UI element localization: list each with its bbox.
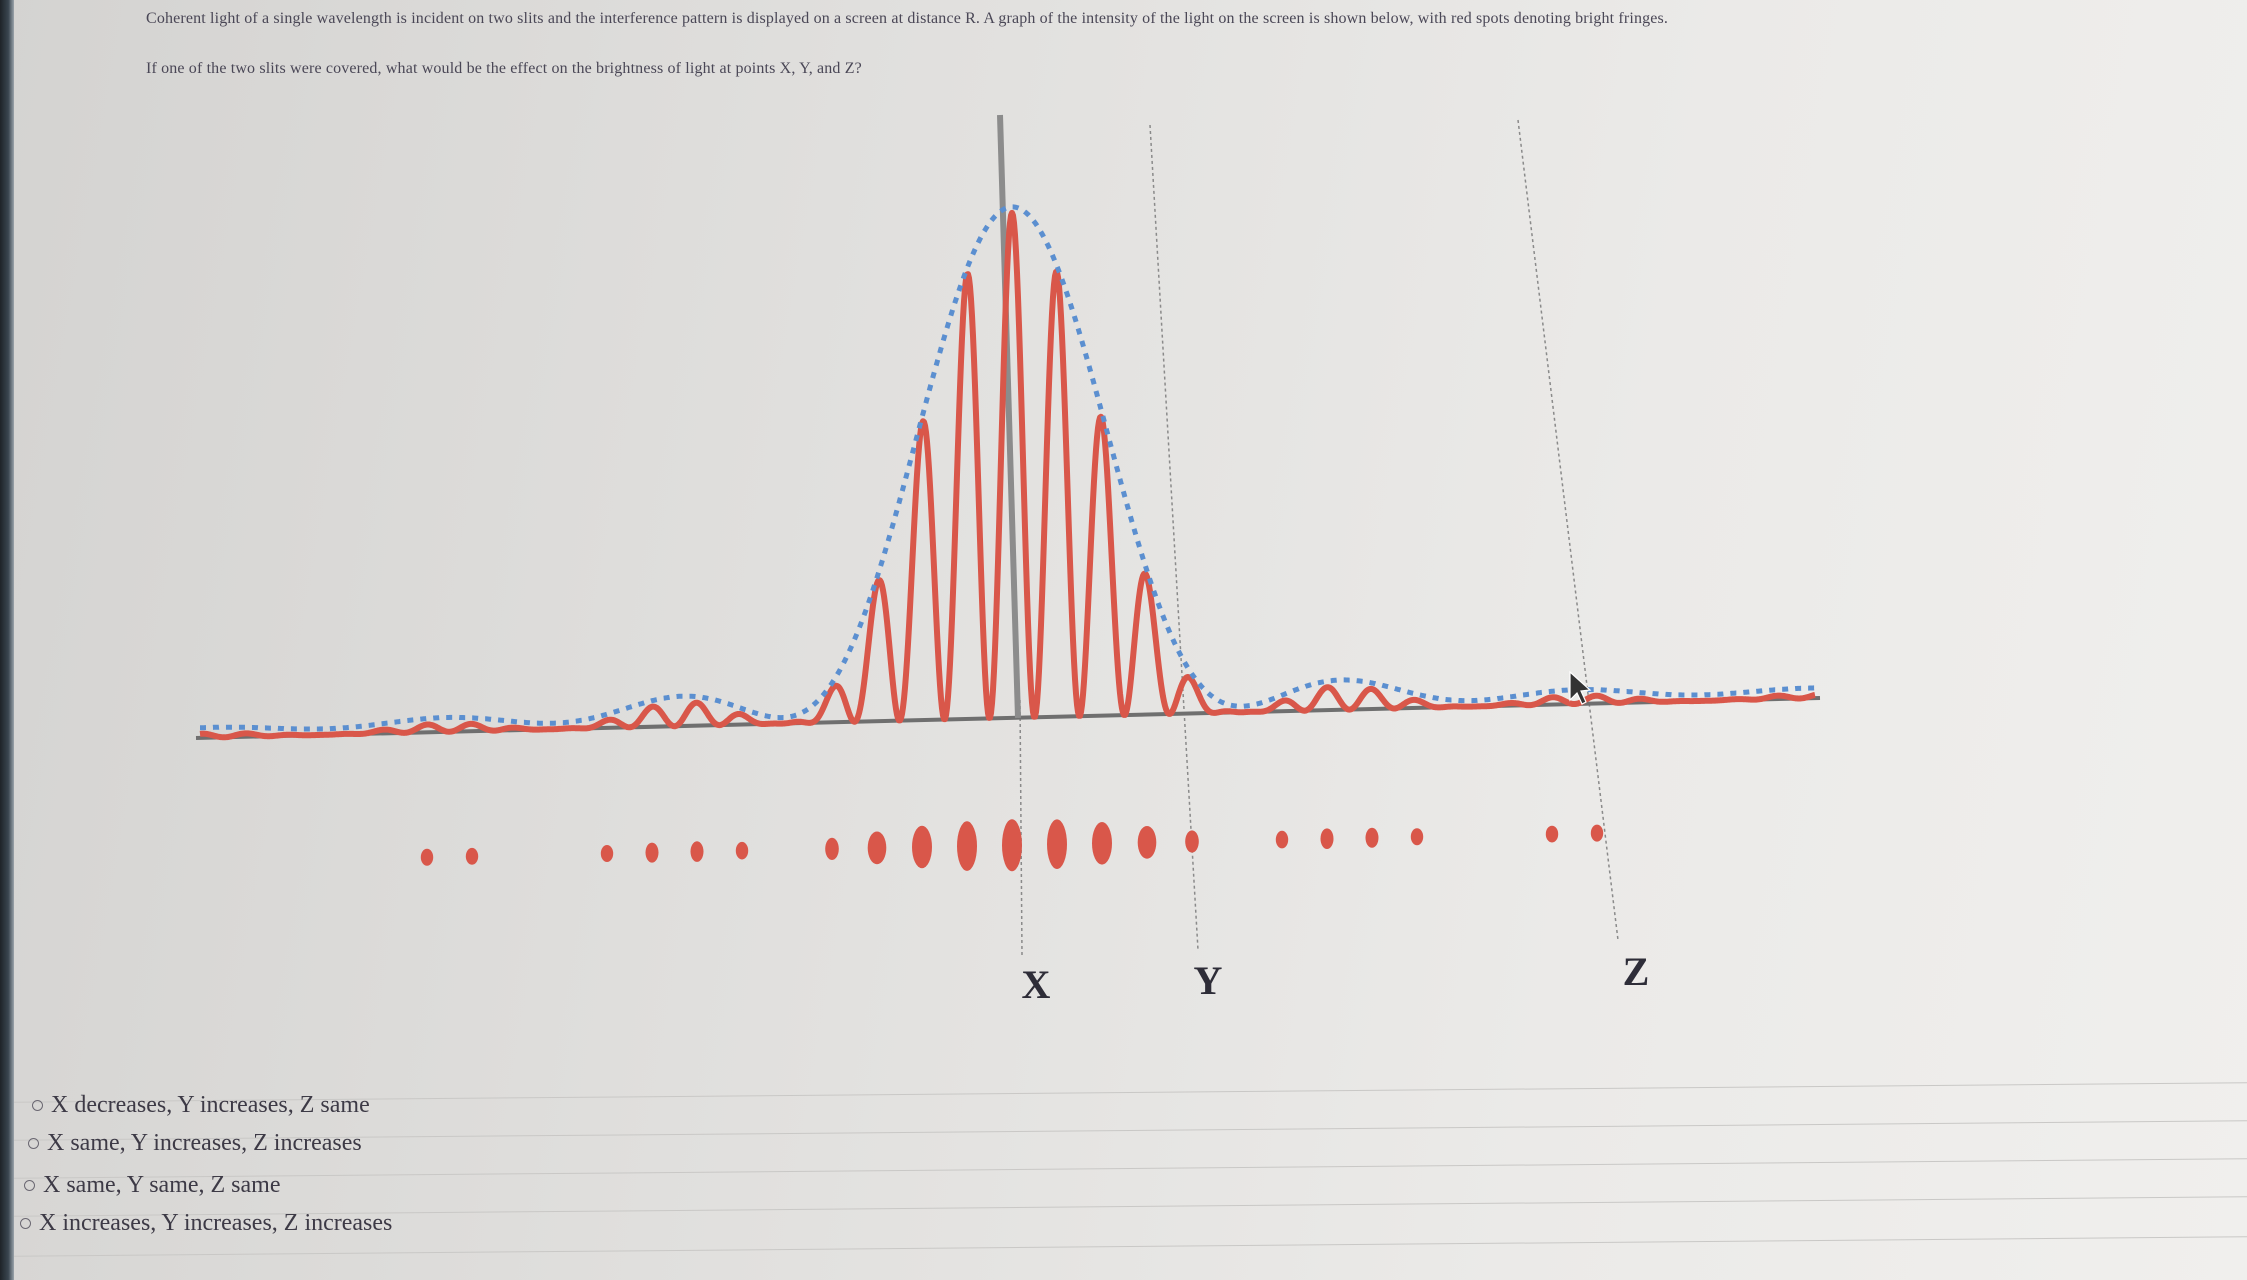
fringe-spot — [1137, 826, 1157, 859]
fringe-spot — [1275, 830, 1289, 849]
fringe-spot — [1410, 828, 1424, 846]
question-text: Coherent light of a single wavelength is… — [146, 8, 2226, 80]
x-guide-line — [1019, 699, 1023, 956]
fringe-spot — [957, 821, 977, 871]
interference-figure: X Y Z — [195, 114, 1821, 1007]
option-1[interactable]: X decreases, Y increases, Z same — [32, 1092, 370, 1119]
z-guide-line — [1517, 119, 1619, 941]
option-1-label: X decreases, Y increases, Z same — [51, 1092, 370, 1118]
bright-fringe-spots — [420, 819, 1604, 872]
fringe-intensity-curve — [198, 209, 1817, 741]
fringe-spot — [690, 841, 704, 862]
fringe-spot — [825, 837, 839, 861]
fringe-spot — [1185, 830, 1199, 853]
screen-bezel — [0, 0, 14, 1280]
radio-icon[interactable] — [24, 1180, 35, 1191]
fringe-spot — [420, 848, 434, 866]
y-guide-line — [1149, 124, 1199, 951]
fringe-spot — [867, 831, 887, 865]
question-line-1: Coherent light of a single wavelength is… — [146, 10, 1669, 27]
label-z: Z — [1623, 949, 1650, 994]
label-y: Y — [1194, 958, 1223, 1003]
fringe-spot — [1047, 819, 1067, 869]
option-divider — [14, 1236, 2247, 1257]
fringe-spot — [1092, 822, 1112, 865]
fringe-spot — [1320, 828, 1334, 849]
radio-icon[interactable] — [28, 1138, 39, 1149]
radio-icon[interactable] — [32, 1100, 43, 1111]
option-3-label: X same, Y same, Z same — [43, 1172, 281, 1198]
central-axis — [997, 114, 1021, 719]
option-2[interactable]: X same, Y increases, Z increases — [28, 1130, 362, 1157]
option-divider — [14, 1158, 2247, 1179]
answer-options: X decreases, Y increases, Z same X same,… — [0, 1078, 2247, 1280]
label-x: X — [1022, 962, 1051, 1007]
option-4-label: X increases, Y increases, Z increases — [39, 1210, 393, 1236]
fringe-spot — [600, 845, 614, 862]
mouse-cursor-icon — [1569, 670, 1592, 705]
fringe-spot — [465, 847, 479, 865]
fringe-spot — [645, 842, 659, 863]
fringe-spot — [1590, 824, 1604, 842]
fringe-spot — [912, 825, 932, 869]
option-3[interactable]: X same, Y same, Z same — [24, 1172, 280, 1199]
option-2-label: X same, Y increases, Z increases — [47, 1130, 362, 1156]
fringe-spot — [1002, 819, 1022, 872]
option-4[interactable]: X increases, Y increases, Z increases — [20, 1210, 392, 1237]
radio-icon[interactable] — [20, 1218, 31, 1229]
question-line-2: If one of the two slits were covered, wh… — [146, 60, 862, 77]
fringe-spot — [1365, 827, 1379, 848]
intensity-axis — [195, 696, 1821, 740]
fringe-spot — [1545, 825, 1559, 843]
fringe-spot — [735, 841, 749, 860]
